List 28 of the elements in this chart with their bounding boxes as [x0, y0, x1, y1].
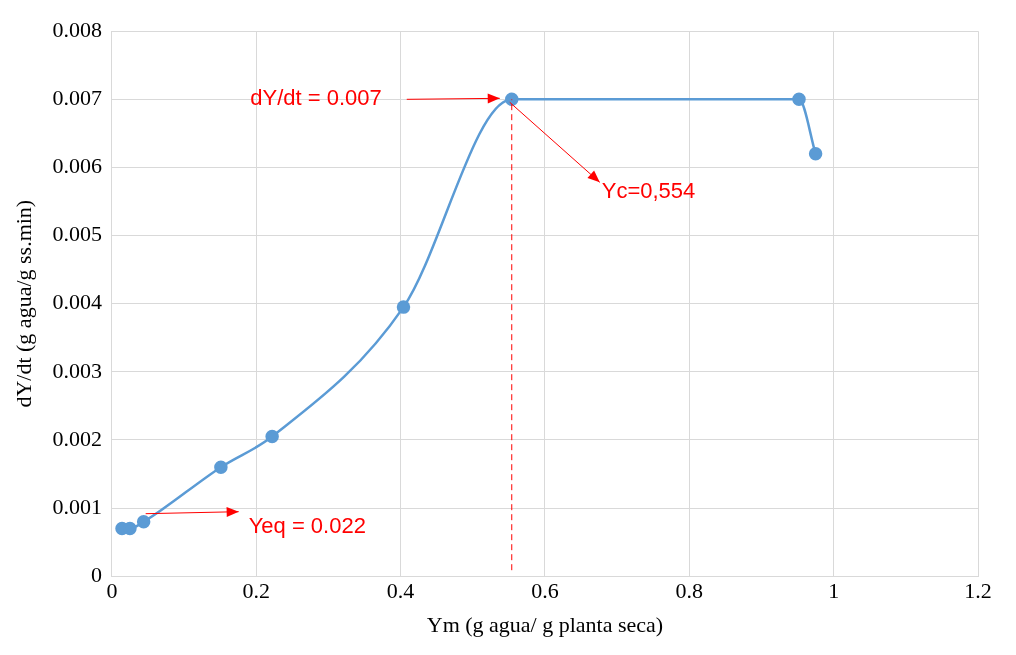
point	[396, 300, 411, 314]
x-tick-label: 0	[106, 578, 118, 604]
x-tick-label: 1.2	[964, 578, 992, 604]
y-tick-label: 0.008	[52, 16, 102, 42]
point	[214, 460, 228, 474]
y-tick-label: 0.003	[52, 357, 102, 383]
point	[265, 429, 279, 444]
x-tick-label: 1	[828, 578, 840, 604]
x-tick-label: 0.4	[386, 578, 415, 604]
point	[136, 514, 151, 529]
annotation: Yeq = 0.022	[248, 512, 366, 538]
y-tick-label: 0.001	[52, 493, 102, 519]
x-tick-label: 0.6	[531, 578, 559, 604]
point	[792, 92, 806, 107]
x-tick-label: 0.2	[242, 578, 270, 604]
y-tick-label: 0.004	[52, 289, 102, 315]
y-tick-label: 0.006	[52, 153, 102, 179]
y-tick-label: 0	[90, 561, 102, 587]
x-tick-label: 0.8	[675, 578, 704, 604]
point	[505, 92, 519, 107]
annotation: Yc=0,554	[601, 178, 696, 204]
y-tick-label: 0.005	[52, 221, 102, 247]
point	[808, 147, 823, 161]
y-axis-title: dY/dt (g agua/g ss.min)	[10, 199, 36, 408]
y-tick-label: 0.007	[52, 85, 102, 111]
y-tick-label: 0.002	[52, 425, 102, 451]
x-axis-title: Ym (g agua/ g planta seca)	[426, 611, 664, 637]
annotation: dY/dt = 0.007	[250, 85, 382, 111]
